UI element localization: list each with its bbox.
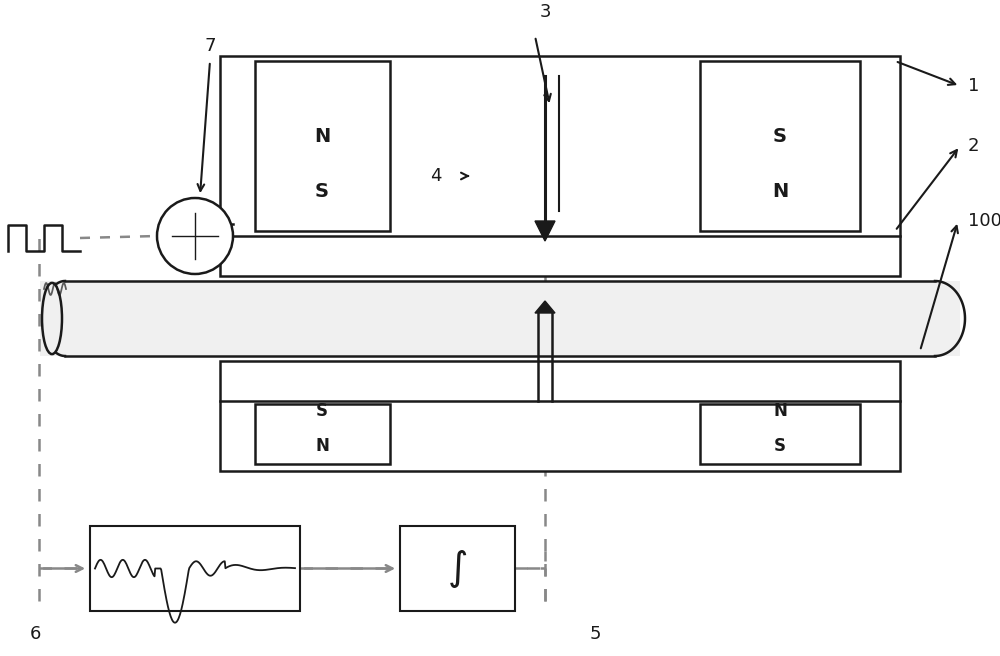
Text: N: N (772, 182, 788, 201)
Bar (255, 404, 390, 464)
Bar (220, 361, 900, 471)
Text: N: N (314, 127, 330, 146)
Text: N: N (773, 402, 787, 420)
Circle shape (157, 198, 233, 274)
Text: S: S (773, 127, 787, 146)
Polygon shape (535, 221, 555, 241)
Text: 2: 2 (968, 137, 980, 155)
Text: 1: 1 (968, 77, 979, 95)
Text: 6: 6 (30, 625, 41, 643)
Bar (220, 56, 900, 276)
Text: 3: 3 (539, 3, 551, 21)
Bar (700, 61, 860, 231)
Text: S: S (774, 437, 786, 455)
Text: 5: 5 (590, 625, 602, 643)
Text: S: S (315, 182, 329, 201)
Text: 100: 100 (968, 212, 1000, 230)
Bar (400, 526, 515, 611)
Bar (255, 61, 390, 231)
Bar (90, 526, 300, 611)
Text: N: N (315, 437, 329, 455)
Text: $\int$: $\int$ (447, 548, 468, 590)
Polygon shape (535, 301, 555, 313)
Text: 4: 4 (430, 167, 442, 185)
Text: 7: 7 (204, 37, 216, 55)
Ellipse shape (42, 283, 62, 354)
Bar (40, 281, 960, 356)
Bar (700, 404, 860, 464)
Text: S: S (316, 402, 328, 420)
